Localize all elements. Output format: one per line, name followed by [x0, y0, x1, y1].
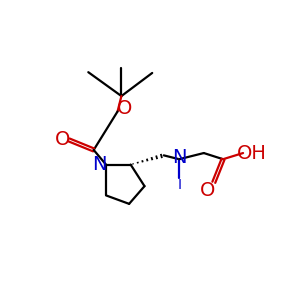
Text: O: O — [117, 99, 132, 118]
Text: O: O — [200, 181, 215, 200]
Text: N: N — [172, 148, 186, 167]
Text: N: N — [92, 155, 106, 174]
Text: I: I — [178, 178, 182, 192]
Text: OH: OH — [237, 143, 267, 163]
Text: O: O — [54, 130, 70, 149]
